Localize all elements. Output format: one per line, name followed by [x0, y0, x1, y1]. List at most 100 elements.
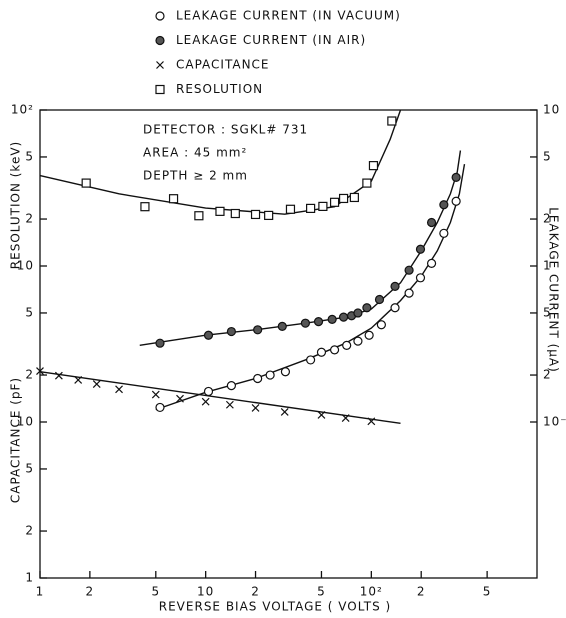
marker-shape [404, 265, 414, 275]
data-point [364, 330, 374, 340]
data-point [203, 386, 214, 397]
marker-shape [225, 400, 234, 409]
legend-marker [155, 84, 165, 95]
data-point [415, 273, 426, 283]
data-point [168, 194, 179, 204]
x-tick-label: 2 [417, 585, 426, 599]
y2-tick-label: 10 [543, 103, 560, 117]
marker-shape [390, 281, 400, 291]
annotation: DETECTOR : SGKL# 731 [143, 123, 308, 137]
data-point [226, 381, 237, 391]
data-point [140, 202, 150, 212]
marker-shape [151, 390, 160, 399]
data-point [36, 367, 44, 376]
data-point [251, 404, 260, 412]
data-point [349, 192, 359, 203]
marker-shape [215, 206, 225, 216]
data-point [253, 325, 263, 335]
marker-shape [300, 318, 311, 328]
marker-shape [342, 340, 352, 350]
marker-shape [194, 211, 204, 221]
data-point [155, 402, 165, 413]
marker-shape [230, 208, 240, 219]
data-point [342, 340, 352, 350]
data-point [155, 338, 165, 348]
x-tick-label: 5 [151, 585, 160, 599]
y2-tick-label: 5 [543, 149, 552, 163]
marker-shape [341, 414, 350, 422]
data-point [367, 417, 376, 426]
marker-shape [155, 84, 165, 95]
data-point [264, 210, 274, 221]
data-point [390, 303, 400, 313]
data-point [390, 281, 400, 291]
marker-shape [451, 172, 461, 182]
marker-shape [316, 347, 327, 357]
x-tick-label: 10² [360, 585, 383, 599]
marker-shape [115, 385, 123, 394]
data-point [253, 373, 263, 384]
data-point [362, 303, 372, 313]
y-tick-label: 2 [25, 368, 34, 382]
x-tick-label: 2 [251, 585, 260, 599]
fit-curve [39, 371, 401, 425]
marker-shape [415, 273, 426, 283]
marker-shape [74, 376, 83, 384]
marker-shape [439, 228, 449, 238]
data-point [81, 178, 91, 188]
marker-shape [362, 178, 372, 188]
data-point [439, 200, 449, 210]
data-point [230, 208, 240, 219]
data-point [327, 314, 337, 324]
data-point [203, 330, 214, 340]
data-point [115, 385, 123, 394]
marker-shape [306, 203, 316, 214]
y-tick-label: 1 [25, 571, 34, 585]
data-point [285, 204, 296, 214]
y2-tick-label: 5 [543, 305, 552, 319]
marker-shape [329, 345, 340, 355]
data-point [151, 390, 160, 399]
data-point [306, 203, 316, 214]
marker-shape [277, 321, 287, 332]
marker-shape [451, 196, 461, 206]
data-point [92, 380, 101, 389]
data-point [451, 172, 461, 182]
marker-shape [364, 330, 374, 340]
x-axis-title: REVERSE BIAS VOLTAGE ( VOLTS ) [159, 600, 391, 614]
marker-shape [338, 312, 349, 322]
fit-curve [155, 163, 466, 411]
data-point [194, 211, 204, 221]
marker-shape [285, 204, 296, 214]
data-point [329, 197, 340, 207]
data-point [300, 318, 311, 328]
marker-shape [387, 116, 397, 126]
data-point [426, 258, 437, 268]
leakage-axis-title: LEAKAGE CURRENT (μA) [547, 207, 561, 373]
annotation: DEPTH ≥ 2 mm [143, 169, 248, 183]
data-point [341, 414, 350, 422]
marker-shape [338, 193, 349, 204]
marker-shape [317, 411, 326, 419]
plot-frame [39, 109, 538, 579]
data-point [404, 265, 414, 275]
marker-shape [81, 178, 91, 188]
marker-shape [349, 192, 359, 203]
marker-shape [415, 244, 426, 254]
resolution-axis-title: RESOLUTION (keV) [9, 141, 23, 269]
marker-shape [168, 194, 179, 204]
x-tick-label: 5 [317, 585, 326, 599]
marker-shape [329, 197, 340, 207]
data-point [316, 347, 327, 357]
x-tick-label: 5 [483, 585, 492, 599]
annotation: AREA : 45 mm² [143, 146, 247, 160]
data-point [318, 201, 328, 212]
marker-shape [306, 355, 316, 365]
data-point [313, 317, 324, 327]
legend-marker [155, 11, 165, 21]
data-point [317, 411, 326, 419]
fit-curve [139, 150, 462, 347]
capacitance-axis-title: CAPACITANCE (pF) [9, 377, 23, 503]
marker-shape [203, 330, 214, 340]
data-point [280, 408, 289, 416]
